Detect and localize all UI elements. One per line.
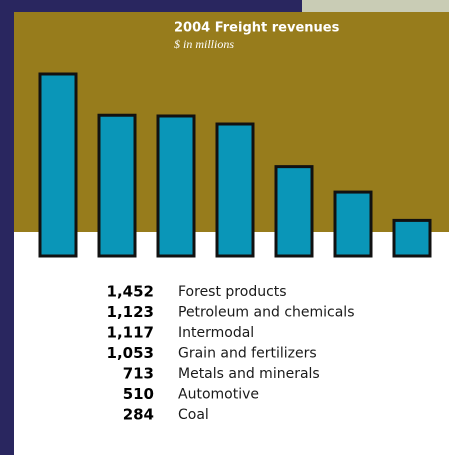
category-label: Forest products [178,284,287,300]
value-label: 1,053 [107,344,154,362]
bar [333,190,373,258]
category-label: Intermodal [178,325,254,341]
top-tab [302,0,449,12]
chart-subtitle: $ in millions [174,37,234,51]
bar [38,72,78,258]
chart-title: 2004 Freight revenues [174,21,340,36]
value-label: 284 [123,406,154,424]
left-band [0,0,14,455]
category-label: Automotive [178,387,259,403]
value-label: 713 [123,365,154,383]
bar [215,122,255,258]
category-label: Grain and fertilizers [178,346,317,362]
value-label: 1,117 [107,324,154,342]
category-label: Petroleum and chemicals [178,305,354,321]
value-label: 510 [123,385,154,403]
bar [97,113,137,258]
category-label: Metals and minerals [178,366,320,382]
bar [274,165,314,258]
category-label: Coal [178,407,209,423]
value-label: 1,123 [107,303,154,321]
value-label: 1,452 [107,283,154,301]
bar [392,218,432,258]
bar [156,114,196,258]
